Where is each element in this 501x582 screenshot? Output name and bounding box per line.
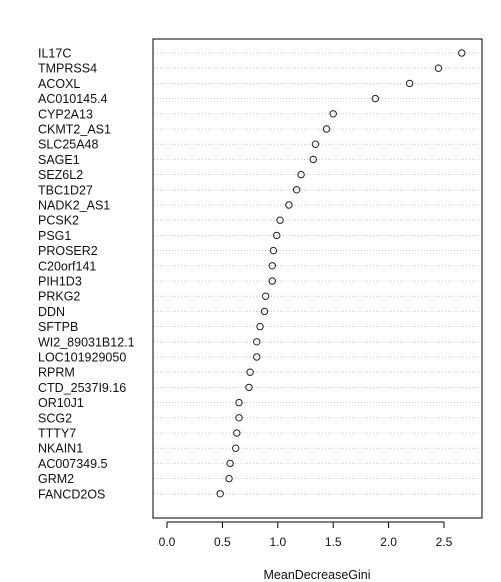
gene-label: TBC1D27 — [38, 183, 93, 197]
x-tick-label: 0.0 — [159, 535, 176, 549]
data-point — [253, 353, 261, 361]
x-tick-label: 2.5 — [436, 535, 453, 549]
data-point — [246, 368, 254, 376]
data-point — [272, 231, 281, 240]
gene-label: CTD_2537I9.16 — [38, 381, 126, 395]
gene-label: CYP2A13 — [38, 107, 93, 121]
data-point — [285, 201, 293, 209]
data-point — [253, 338, 261, 346]
data-point — [297, 170, 305, 179]
data-point — [322, 125, 331, 133]
gene-label: SEZ6L2 — [38, 168, 83, 182]
row-guides — [154, 52, 481, 495]
data-point — [231, 444, 240, 452]
x-tick-label: 1.0 — [269, 535, 286, 549]
x-axis: 0.0 0.5 1.0 1.5 2.0 2.5 — [159, 521, 453, 549]
data-point — [276, 216, 284, 224]
data-point — [235, 398, 243, 407]
gene-label: PRKG2 — [38, 290, 80, 304]
data-point — [245, 383, 253, 392]
gene-label: GRM2 — [38, 472, 74, 486]
gene-label: TMPRSS4 — [38, 62, 97, 76]
x-tick-label: 0.5 — [214, 535, 231, 549]
data-point — [309, 155, 317, 164]
gene-label: IL17C — [38, 47, 71, 61]
gene-label: ACOXL — [38, 77, 80, 91]
x-tick-label: 2.0 — [380, 535, 397, 549]
data-point — [226, 459, 234, 468]
gene-label: CKMT2_AS1 — [38, 123, 111, 137]
gene-label: AC010145.4 — [38, 92, 108, 106]
gene-label: AC007349.5 — [38, 457, 108, 471]
gene-label: FANCD2OS — [38, 487, 105, 501]
gene-label: SLC25A48 — [38, 138, 99, 152]
data-point — [235, 414, 243, 422]
gene-label: NKAIN1 — [38, 442, 83, 456]
gene-label: PIH1D3 — [38, 275, 82, 289]
data-point — [268, 262, 276, 270]
gene-label: NADK2_AS1 — [38, 199, 110, 213]
gene-label: SAGE1 — [38, 153, 80, 167]
gene-label: PSG1 — [38, 229, 71, 243]
gene-label: SFTPB — [38, 320, 78, 334]
data-point — [371, 94, 380, 103]
gene-label: OR10J1 — [38, 396, 84, 410]
x-axis-title: MeanDecreaseGini — [264, 568, 371, 582]
gene-label: TTTY7 — [38, 427, 76, 441]
data-point — [260, 307, 269, 316]
plot-frame — [152, 38, 483, 519]
gene-label: WI2_89031B12.1 — [38, 335, 135, 349]
gene-label: RPRM — [38, 366, 75, 380]
gene-label: DDN — [38, 305, 65, 319]
data-point — [233, 429, 241, 437]
data-point — [329, 110, 337, 118]
data-point — [269, 246, 278, 255]
x-tick-label: 1.5 — [325, 535, 342, 549]
data-point — [458, 49, 466, 57]
data-points — [216, 49, 466, 498]
data-point — [268, 277, 276, 285]
gene-label: PCSK2 — [38, 214, 79, 228]
data-point — [216, 490, 224, 498]
data-point — [225, 474, 233, 483]
gene-label: LOC101929050 — [38, 351, 126, 365]
gene-label: PROSER2 — [38, 244, 98, 258]
data-point — [261, 292, 270, 300]
gene-label: SCG2 — [38, 411, 72, 425]
data-point — [292, 186, 301, 194]
data-point — [405, 79, 414, 88]
data-point — [256, 322, 264, 331]
data-point — [311, 140, 320, 148]
gene-label: C20orf141 — [38, 259, 96, 273]
data-point — [434, 64, 443, 72]
